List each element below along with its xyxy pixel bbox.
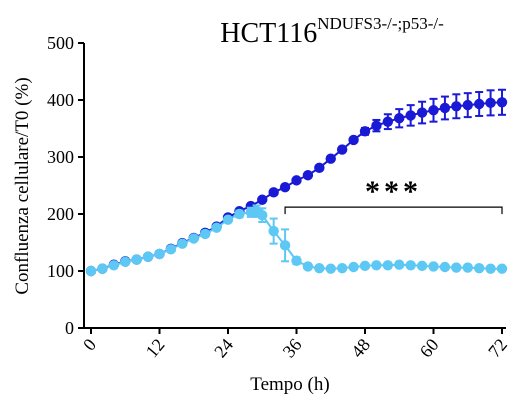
data-point <box>325 153 336 164</box>
y-tick-label: 300 <box>47 147 74 167</box>
data-point <box>371 120 382 131</box>
data-point <box>314 162 325 174</box>
data-point <box>302 261 314 272</box>
series-1 <box>85 204 508 277</box>
x-tick-label: 60 <box>416 335 443 362</box>
data-point <box>371 260 382 271</box>
data-point <box>291 255 302 266</box>
data-point <box>268 187 279 198</box>
data-point <box>394 259 405 270</box>
data-point <box>257 194 268 205</box>
x-tick-label: 72 <box>484 335 511 362</box>
data-point <box>496 263 508 274</box>
data-point <box>462 262 473 273</box>
data-point <box>359 260 371 272</box>
data-point <box>336 144 348 155</box>
data-point <box>211 222 222 233</box>
data-point <box>439 261 451 273</box>
data-point <box>462 99 473 111</box>
data-point <box>416 107 428 118</box>
data-point <box>405 260 416 271</box>
data-point <box>359 126 371 137</box>
data-point <box>177 238 188 249</box>
data-point <box>496 97 508 108</box>
data-point <box>279 240 291 251</box>
chart-title-superscript: NDUFS3-/-;p53-/- <box>317 14 444 33</box>
data-point <box>348 261 359 273</box>
data-point <box>188 233 199 244</box>
data-point <box>405 110 416 121</box>
data-point <box>85 265 97 277</box>
x-tick-label: 36 <box>279 335 306 362</box>
data-point <box>428 105 439 116</box>
data-point <box>473 262 485 274</box>
data-point <box>120 256 131 268</box>
annotations: *** <box>284 175 503 215</box>
data-point <box>154 248 165 260</box>
data-point <box>382 260 394 271</box>
data-point <box>257 209 268 221</box>
y-tick-label: 500 <box>47 33 74 53</box>
series-line <box>90 101 503 272</box>
data-point <box>451 101 462 112</box>
data-point <box>268 225 279 237</box>
significance-label: *** <box>365 175 422 208</box>
data-point <box>222 214 234 225</box>
data-point <box>108 260 120 271</box>
data-point <box>199 228 211 240</box>
axes: 0 100 200 300 400 500 0 12 24 36 48 60 72 <box>47 33 511 361</box>
data-point <box>336 262 348 274</box>
chart-title-base: HCT116 <box>220 18 317 49</box>
x-tick-label: 12 <box>142 335 169 362</box>
data-point <box>485 263 496 274</box>
x-tick-label: 48 <box>347 335 374 362</box>
y-tick-label: 200 <box>47 204 74 224</box>
series-0 <box>85 88 508 277</box>
x-tick-label: 0 <box>79 335 100 355</box>
data-point <box>325 263 336 274</box>
data-point <box>142 251 154 262</box>
data-point <box>473 98 485 110</box>
data-point <box>416 260 428 272</box>
y-tick-label: 100 <box>47 261 74 281</box>
chart-title: HCT116NDUFS3-/-;p53-/- <box>220 14 444 49</box>
data-point <box>485 97 496 109</box>
data-point <box>348 134 359 146</box>
data-point <box>439 102 451 114</box>
y-tick-label: 400 <box>47 90 74 110</box>
x-axis-label: Tempo (h) <box>250 374 329 395</box>
data-point <box>165 244 177 255</box>
y-tick-label: 0 <box>65 318 74 338</box>
data-point <box>314 262 325 274</box>
data-point <box>302 170 314 181</box>
data-point <box>291 175 302 186</box>
data-point <box>428 261 439 272</box>
data-point <box>394 113 405 124</box>
data-point <box>234 208 245 220</box>
x-tick-label: 24 <box>210 335 237 362</box>
data-point <box>451 262 462 273</box>
y-axis-label: Confluenza cellulare/T0 (%) <box>12 77 33 294</box>
significance-bracket <box>284 206 503 215</box>
data-point <box>279 182 291 193</box>
data-point <box>382 116 394 127</box>
data-point <box>131 254 142 265</box>
data-point <box>97 263 108 274</box>
series-layer <box>85 88 508 277</box>
